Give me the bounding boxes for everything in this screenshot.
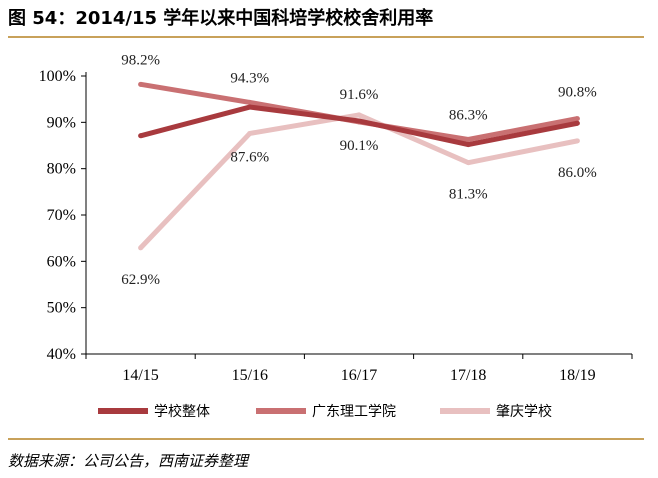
x-tick-label: 18/19 <box>559 367 595 384</box>
data-label: 62.9% <box>121 272 160 288</box>
data-point <box>465 160 471 166</box>
legend-label: 学校整体 <box>154 403 210 420</box>
data-point <box>247 130 253 136</box>
data-point <box>247 99 253 105</box>
x-tick-label: 17/18 <box>450 367 486 384</box>
y-tick-label: 100% <box>39 68 76 85</box>
data-label: 81.3% <box>449 187 488 203</box>
chart-legend: 学校整体 广东理工学院 肇庆学校 <box>98 403 552 420</box>
data-point <box>356 118 362 124</box>
data-label: 90.8% <box>558 85 597 101</box>
data-label: 94.3% <box>230 70 269 86</box>
x-tick-label: 14/15 <box>122 367 158 384</box>
chart-title: 图 54：2014/15 学年以来中国科培学校校舍利用率 <box>8 8 434 29</box>
line-chart: 40% 50% 60% 70% 80% 90% 100% 14/15 15/16 16/17 17/… <box>39 52 633 420</box>
data-label: 87.6% <box>230 149 269 165</box>
title-divider <box>8 36 644 38</box>
x-tick-label: 15/16 <box>232 367 268 384</box>
y-tick-label: 50% <box>47 300 76 317</box>
chart-data-labels: 98.2% 94.3% 90.1% 86.3% 90.8% 62.9% 87.6% 91.6%… <box>121 52 597 288</box>
data-label: 86.3% <box>449 107 488 123</box>
y-tick-label: 60% <box>47 253 76 270</box>
legend-label: 肇庆学校 <box>496 403 552 420</box>
data-point <box>574 116 580 122</box>
y-tick-label: 90% <box>47 114 76 131</box>
data-label: 91.6% <box>340 87 379 103</box>
data-label: 90.1% <box>340 138 379 154</box>
chart-axes: 40% 50% 60% 70% 80% 90% 100% 14/15 15/16 16/17 17/… <box>39 68 633 384</box>
data-point <box>138 133 144 139</box>
data-point <box>574 120 580 126</box>
chart-series <box>138 81 580 251</box>
data-point <box>465 136 471 142</box>
data-point <box>356 112 362 118</box>
data-label: 98.2% <box>121 52 160 68</box>
data-label: 86.0% <box>558 165 597 181</box>
y-tick-label: 70% <box>47 207 76 224</box>
data-point <box>465 142 471 148</box>
x-tick-label: 16/17 <box>341 367 377 384</box>
data-point <box>574 138 580 144</box>
source-divider <box>8 438 644 440</box>
source-note: 数据来源：公司公告，西南证券整理 <box>8 452 249 470</box>
y-tick-label: 40% <box>47 346 76 363</box>
y-tick-label: 80% <box>47 161 76 178</box>
data-point <box>138 245 144 251</box>
data-point <box>247 104 253 110</box>
legend-label: 广东理工学院 <box>312 404 396 420</box>
data-point <box>138 81 144 87</box>
